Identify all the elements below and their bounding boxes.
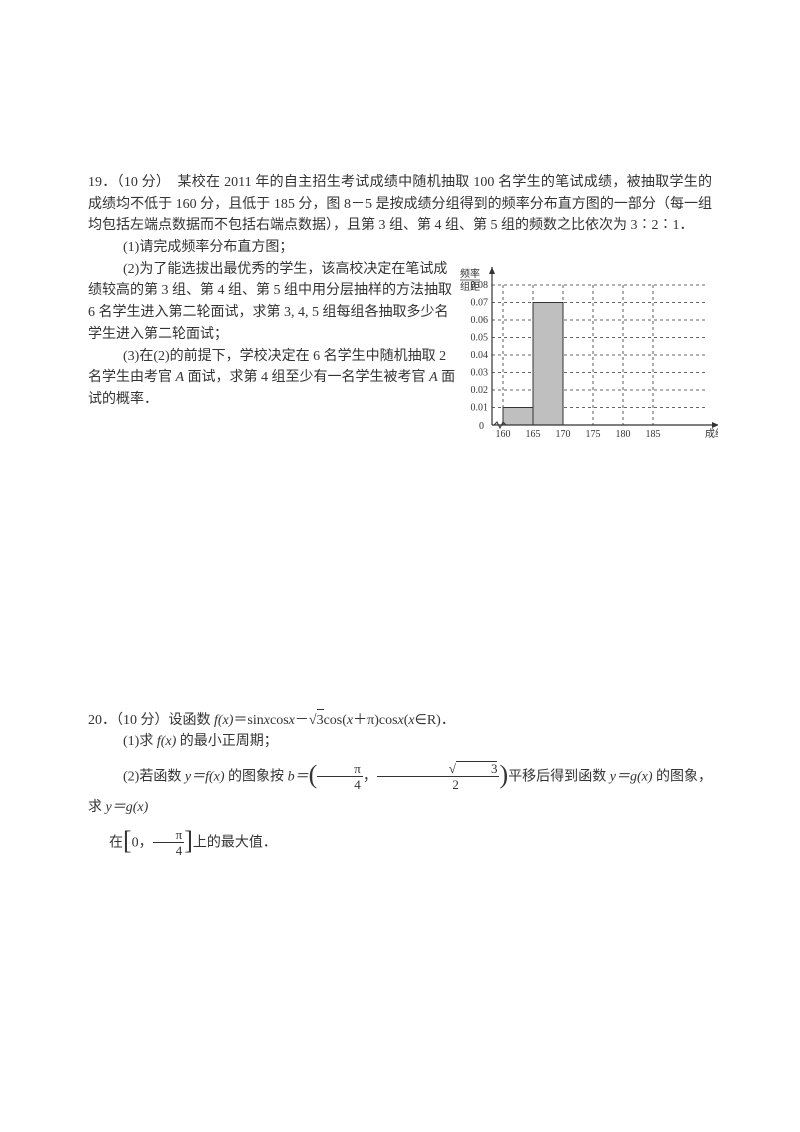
pi4-den-1: 4 — [317, 777, 363, 791]
var-A-2: A — [429, 370, 438, 385]
s32-num-val: 3 — [456, 761, 498, 775]
ygx-2: y＝g(x) — [106, 800, 149, 815]
problem-20: 20．（10 分）设函数 f(x)＝sinxcosx－3cos(x＋π)cosx… — [88, 709, 712, 864]
svg-text:0.05: 0.05 — [471, 333, 489, 344]
p20-q2-line2: 在[0，π4]上的最大值． — [88, 823, 712, 863]
svg-text:频率: 频率 — [460, 267, 480, 280]
p20-q2-c: 平移后得到函数 — [508, 769, 610, 784]
rbracket-icon: ] — [184, 826, 193, 855]
p20-points: （10 分） — [116, 713, 169, 728]
svg-text:0.04: 0.04 — [471, 350, 489, 361]
p19-narrow-block: (2)为了能选拔出最优秀的学生，该高校决定在笔试成绩较高的第 3 组、第 4 组… — [88, 259, 458, 411]
s32-den: 2 — [377, 777, 500, 791]
p19-q3b: 面试，求第 4 组至少有一名学生被考官 — [184, 370, 429, 385]
comma-2: ， — [139, 835, 153, 850]
svg-text:0.01: 0.01 — [471, 403, 489, 414]
p20-stem-d: － — [295, 713, 309, 728]
svg-text:0: 0 — [479, 421, 484, 432]
p20-stem-h: ∈R)． — [415, 713, 455, 728]
pi4-num-2: π — [153, 828, 185, 843]
p20-q2-e: 在 — [109, 835, 123, 850]
sqrt3-val: 3 — [317, 709, 324, 732]
var-A-1: A — [176, 370, 185, 385]
zero: 0 — [132, 835, 139, 850]
s32-num: 3 — [377, 761, 500, 777]
p19-q2: (2)为了能选拔出最优秀的学生，该高校决定在笔试成绩较高的第 3 组、第 4 组… — [88, 259, 458, 346]
lbracket-icon: [ — [123, 826, 132, 855]
p19-q1: (1)请完成频率分布直方图； — [88, 237, 712, 259]
p20-stem-c: cos — [270, 713, 289, 728]
fx-1: f(x) — [214, 713, 233, 728]
p19-points: （10 分） — [117, 175, 164, 190]
p20-stem-b: ＝sin — [233, 713, 263, 728]
ygx-1: y＝g(x) — [610, 769, 653, 784]
rparen-icon: ) — [499, 760, 508, 789]
p19-number: 19． — [88, 175, 117, 190]
p20-stem-e: cos( — [324, 713, 347, 728]
p20-stem-f: ＋π)cos — [353, 713, 397, 728]
svg-text:成绩/分: 成绩/分 — [705, 427, 718, 440]
svg-text:0.06: 0.06 — [471, 315, 489, 326]
svg-text:0.07: 0.07 — [471, 298, 489, 309]
svg-text:165: 165 — [526, 429, 541, 440]
pi4-num-1: π — [317, 762, 363, 777]
svg-text:160: 160 — [496, 429, 511, 440]
svg-text:180: 180 — [616, 429, 631, 440]
p20-stem: 20．（10 分）设函数 f(x)＝sinxcosx－3cos(x＋π)cosx… — [88, 709, 712, 732]
p20-q2-b: 的图象按 — [225, 769, 288, 784]
histogram-svg: 频率组距0.010.020.030.040.050.060.070.080160… — [448, 267, 718, 447]
sqrt3-icon-2: 3 — [414, 761, 498, 775]
p19-intro-text: 某校在 2011 年的自主招生考试成绩中随机抽取 100 名学生的笔试成绩，被抽… — [88, 175, 712, 233]
lparen-icon: ( — [309, 760, 318, 789]
fx-2: f(x) — [157, 734, 176, 749]
p20-q1-b: 的最小正周期； — [176, 734, 278, 749]
histogram-chart: 频率组距0.010.020.030.040.050.060.070.080160… — [448, 267, 718, 447]
svg-text:175: 175 — [586, 429, 601, 440]
svg-text:0.08: 0.08 — [471, 280, 489, 291]
frac-pi4-2: π4 — [153, 828, 185, 857]
problem-19: 19．（10 分） 某校在 2011 年的自主招生考试成绩中随机抽取 100 名… — [88, 172, 712, 411]
page: 19．（10 分） 某校在 2011 年的自主招生考试成绩中随机抽取 100 名… — [0, 0, 800, 863]
p20-q2-a: (2)若函数 — [123, 769, 185, 784]
p20-q2-line1: (2)若函数 y＝f(x) 的图象按 b＝(π4，32)平移后得到函数 y＝g(… — [88, 757, 712, 819]
svg-text:170: 170 — [556, 429, 571, 440]
p20-stem-a: 设函数 — [169, 713, 215, 728]
svg-text:0.03: 0.03 — [471, 368, 489, 379]
p19-q3: (3)在(2)的前提下，学校决定在 6 名学生中随机抽取 2 名学生由考官 A … — [88, 346, 458, 411]
frac-s32: 32 — [377, 761, 500, 791]
beq: b＝ — [288, 769, 309, 784]
p20-q1: (1)求 f(x) 的最小正周期； — [88, 731, 712, 753]
svg-text:0.02: 0.02 — [471, 385, 489, 396]
yfx: y＝f(x) — [185, 769, 225, 784]
p20-q2-f: 上的最大值． — [193, 835, 277, 850]
p19-intro: 19．（10 分） 某校在 2011 年的自主招生考试成绩中随机抽取 100 名… — [88, 172, 712, 237]
frac-pi4-1: π4 — [317, 762, 363, 791]
svg-text:185: 185 — [646, 429, 661, 440]
p20-number: 20． — [88, 713, 116, 728]
sqrt3-icon: 3 — [309, 709, 324, 732]
comma-1: ， — [363, 769, 377, 784]
p20-q1-a: (1)求 — [123, 734, 157, 749]
pi4-den-2: 4 — [153, 843, 185, 857]
